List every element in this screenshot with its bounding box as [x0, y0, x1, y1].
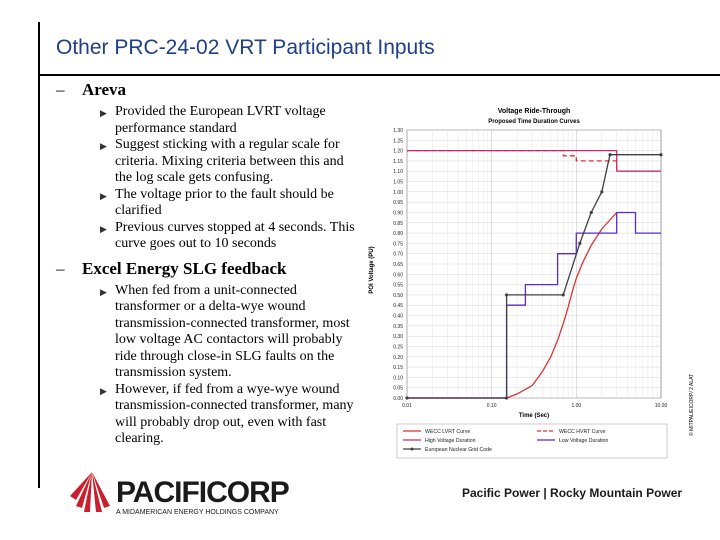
triangle-bullet-icon: ▶	[100, 141, 107, 151]
triangle-bullet-icon: ▶	[100, 223, 107, 234]
pacificorp-fan-logo-icon	[70, 472, 110, 512]
list-item: ▶ Previous curves stopped at 4 seconds. T…	[60, 220, 360, 253]
legend-marker	[410, 447, 414, 451]
chart-grid	[406, 129, 662, 399]
x-tick-label: 1.00	[571, 403, 581, 409]
series-marker	[659, 153, 663, 157]
y-tick-label: 0.40	[393, 314, 403, 320]
list-item: ▶ Suggest sticking with a regular scale f…	[60, 137, 360, 187]
chart-subtitle: Proposed Time Duration Curves	[488, 119, 580, 125]
y-tick-label: 1.25	[393, 138, 403, 144]
list-item: ▶ When fed from a unit-connected transfor…	[60, 283, 360, 382]
section-excel-energy: – Excel Energy SLG feedback ▶ When fed fr…	[56, 258, 360, 448]
series-marker	[608, 153, 612, 157]
y-tick-label: 0.90	[393, 210, 403, 216]
x-tick-label: 0.10	[487, 403, 497, 409]
series-marker	[405, 396, 409, 400]
y-tick-label: 1.20	[393, 149, 403, 155]
slide-left-rule	[38, 22, 40, 488]
slide-content: – Areva ▶ Provided the European LVRT volt…	[56, 80, 360, 454]
series-line-3	[407, 149, 661, 172]
y-tick-label: 0.70	[393, 252, 403, 258]
y-tick-label: 0.10	[393, 375, 403, 381]
logo-subtitle: A MIDAMERICAN ENERGY HOLDINGS COMPANY	[116, 509, 279, 516]
y-tick-label: 0.25	[393, 344, 403, 350]
legend-label: High Voltage Duration	[425, 438, 476, 444]
y-tick-label: 0.75	[393, 241, 403, 247]
section-heading: Areva	[82, 80, 127, 99]
bullet-text: Previous curves stopped at 4 seconds. Th…	[115, 219, 355, 252]
series-marker	[578, 241, 582, 245]
y-tick-label: 0.05	[393, 386, 403, 392]
y-tick-label: 0.35	[393, 324, 403, 330]
y-tick-label: 0.30	[393, 334, 403, 340]
triangle-bullet-icon: ▶	[100, 190, 107, 201]
bullet-list: ▶ When fed from a unit-connected transfor…	[60, 283, 360, 448]
y-tick-label: 0.95	[393, 200, 403, 206]
bullet-text: Suggest sticking with a regular scale fo…	[115, 137, 344, 185]
bullet-text: When fed from a unit-connected transform…	[115, 282, 350, 381]
list-item: ▶ Provided the European LVRT voltage perf…	[60, 104, 360, 137]
legend-label: European Nuclear Grid Code	[425, 447, 492, 453]
y-tick-label: 0.65	[393, 262, 403, 268]
y-tick-label: 1.30	[393, 128, 403, 134]
voltage-ride-through-chart: Voltage Ride-Through Proposed Time Durat…	[365, 100, 685, 462]
section-dash: –	[56, 80, 65, 99]
section-heading: Excel Energy SLG feedback	[82, 258, 287, 278]
y-axis-label: POI Voltage (PU)	[369, 246, 375, 293]
triangle-bullet-icon: ▶	[100, 108, 107, 118]
bullet-list: ▶ Provided the European LVRT voltage perf…	[60, 104, 360, 253]
y-tick-label: 0.60	[393, 272, 403, 278]
series-line-1	[407, 212, 618, 399]
legend-label: WECC HVRT Curve	[559, 429, 606, 435]
y-tick-label: 1.00	[393, 190, 403, 196]
legend-label: WECC LVRT Curve	[425, 429, 470, 435]
y-tick-label: 0.15	[393, 365, 403, 371]
title-underline	[38, 74, 720, 76]
y-tick-label: 0.55	[393, 283, 403, 289]
chart-series	[405, 149, 663, 400]
x-tick-label: 0.01	[402, 403, 412, 409]
x-axis-label: Time (Sec)	[519, 413, 549, 419]
copyright-note: © MITPALIEICORP/ 2 ALAT	[689, 373, 695, 436]
bullet-text: Provided the European LVRT voltage perfo…	[115, 104, 326, 136]
legend-label: Low Voltage Duration	[559, 438, 608, 444]
section-dash: –	[56, 258, 65, 278]
y-tick-label: 0.20	[393, 355, 403, 361]
list-item: ▶ However, if fed from a wye-wye wound tr…	[60, 382, 360, 448]
section-areva: – Areva ▶ Provided the European LVRT volt…	[56, 80, 360, 253]
y-tick-label: 0.80	[393, 231, 403, 237]
series-marker	[504, 396, 509, 400]
x-tick-label: 10.00	[655, 403, 668, 409]
series-marker	[589, 210, 593, 215]
y-tick-label: 1.10	[393, 169, 403, 175]
chart-ticks: 1.30 1.25 1.20 1.15 1.10 1.05 1.00 0.95 0.90 0.85…	[393, 128, 667, 409]
y-tick-label: 0.85	[393, 221, 403, 227]
series-marker	[504, 293, 509, 297]
chart-legend: WECC LVRT Curve WECC HVRT Curve High Volta…	[396, 423, 668, 459]
pacificorp-logo: PACIFICORP A MIDAMERICAN ENERGY HOLDINGS…	[70, 472, 290, 516]
y-tick-label: 0.45	[393, 303, 403, 309]
tagline: Pacific Power | Rocky Mountain Power	[462, 486, 683, 500]
bullet-text: The voltage prior to the fault should be…	[115, 186, 334, 219]
y-tick-label: 1.05	[393, 180, 403, 186]
y-tick-label: 1.15	[393, 159, 403, 165]
y-tick-label: 0.00	[393, 396, 403, 402]
legend-box	[396, 423, 668, 459]
series-line-4	[407, 211, 661, 399]
y-tick-label: 0.50	[393, 293, 403, 299]
series-marker	[561, 293, 565, 297]
series-marker	[600, 190, 604, 194]
triangle-bullet-icon: ▶	[100, 385, 107, 396]
logo-wordmark: PACIFICORP	[116, 476, 289, 509]
chart-title: Voltage Ride-Through	[498, 108, 571, 115]
triangle-bullet-icon: ▶	[100, 286, 107, 297]
list-item: ▶ The voltage prior to the fault should b…	[60, 187, 360, 220]
bullet-text: However, if fed from a wye-wye wound tra…	[115, 381, 354, 447]
page-title: Other PRC-24-02 VRT Participant Inputs	[56, 36, 435, 59]
